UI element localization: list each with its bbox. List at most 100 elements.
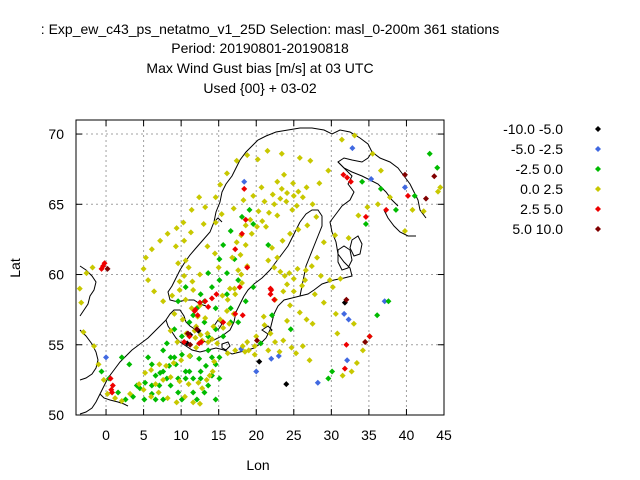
data-point — [293, 350, 300, 357]
legend-label: 2.5 5.0 — [520, 201, 563, 217]
data-point — [279, 237, 286, 244]
data-point — [197, 375, 204, 382]
data-point — [261, 322, 268, 329]
data-point — [316, 180, 323, 187]
data-point — [289, 206, 296, 213]
data-point — [176, 286, 183, 293]
data-point — [227, 305, 234, 312]
data-point — [140, 386, 147, 393]
data-point — [202, 298, 209, 305]
data-point — [362, 338, 369, 345]
data-point — [145, 354, 152, 361]
data-point — [220, 324, 227, 331]
data-point — [95, 361, 102, 368]
data-point — [196, 400, 203, 407]
data-point — [156, 361, 163, 368]
data-point — [180, 219, 187, 226]
data-point — [431, 173, 438, 180]
data-point — [220, 333, 227, 340]
data-point — [256, 358, 263, 365]
data-point — [172, 243, 179, 250]
data-point — [190, 399, 197, 406]
data-point — [267, 291, 274, 298]
data-point — [241, 178, 248, 185]
data-point — [248, 230, 255, 237]
data-point — [241, 348, 248, 355]
data-point — [145, 277, 152, 284]
data-point — [205, 338, 212, 345]
data-point — [304, 222, 311, 229]
data-point — [173, 225, 180, 232]
x-tick-label: 15 — [211, 427, 227, 443]
data-point — [238, 230, 245, 237]
data-point — [208, 354, 215, 361]
data-point — [277, 268, 284, 275]
data-point — [205, 347, 212, 354]
chart-title-line-1: : Exp_ew_c43_ps_netatmo_v1_25D Selection… — [41, 21, 499, 37]
data-point — [264, 147, 271, 154]
data-point — [238, 213, 245, 220]
data-point — [295, 188, 302, 195]
data-point — [280, 288, 287, 295]
x-tick-label: 20 — [248, 427, 264, 443]
data-point — [239, 343, 246, 350]
data-point — [233, 157, 240, 164]
data-point — [178, 357, 185, 364]
data-point — [426, 150, 433, 157]
data-point — [276, 348, 283, 355]
data-point — [216, 256, 223, 263]
data-point — [344, 357, 351, 364]
y-axis-ticks: 50 55 60 65 70 — [48, 126, 444, 423]
data-point — [269, 312, 276, 319]
chart-title-line-3: Max Wind Gust bias [m/s] at 03 UTC — [146, 60, 373, 76]
data-point — [267, 285, 274, 292]
data-point — [284, 281, 291, 288]
data-point — [348, 368, 355, 375]
data-point — [334, 330, 341, 337]
data-point — [260, 313, 267, 320]
data-point — [152, 396, 159, 403]
data-point — [189, 278, 196, 285]
data-point — [200, 220, 207, 227]
data-point — [377, 167, 384, 174]
data-point — [126, 361, 133, 368]
data-point — [401, 184, 408, 191]
data-point — [142, 369, 149, 376]
y-tick-label: 70 — [48, 126, 64, 142]
data-point — [362, 220, 369, 227]
data-point — [294, 265, 301, 272]
y-tick-label: 55 — [48, 337, 64, 353]
data-point — [284, 190, 291, 197]
data-point — [152, 372, 159, 379]
data-point — [349, 145, 356, 152]
data-point — [229, 254, 236, 261]
data-point — [220, 319, 227, 326]
data-point — [230, 205, 237, 212]
legend-marker — [595, 206, 601, 212]
legend-label: 5.0 10.0 — [512, 221, 563, 237]
data-point — [296, 154, 303, 161]
grid — [76, 120, 444, 415]
data-point — [112, 395, 119, 402]
data-point — [254, 156, 261, 163]
data-point — [160, 396, 167, 403]
data-point — [263, 223, 270, 230]
legend-marker — [595, 166, 601, 172]
data-point — [148, 361, 155, 368]
x-tick-label: 25 — [286, 427, 302, 443]
legend-marker — [595, 226, 601, 232]
x-tick-label: 30 — [324, 427, 340, 443]
data-point — [185, 381, 192, 388]
data-point — [274, 178, 281, 185]
data-point — [208, 284, 215, 291]
data-point — [302, 277, 309, 284]
data-point — [238, 279, 245, 286]
data-point — [369, 150, 376, 157]
data-point — [173, 399, 180, 406]
data-point — [197, 331, 204, 338]
data-point — [314, 254, 321, 261]
data-point — [216, 354, 223, 361]
data-point — [218, 211, 225, 218]
data-point — [308, 263, 315, 270]
data-point — [283, 198, 290, 205]
